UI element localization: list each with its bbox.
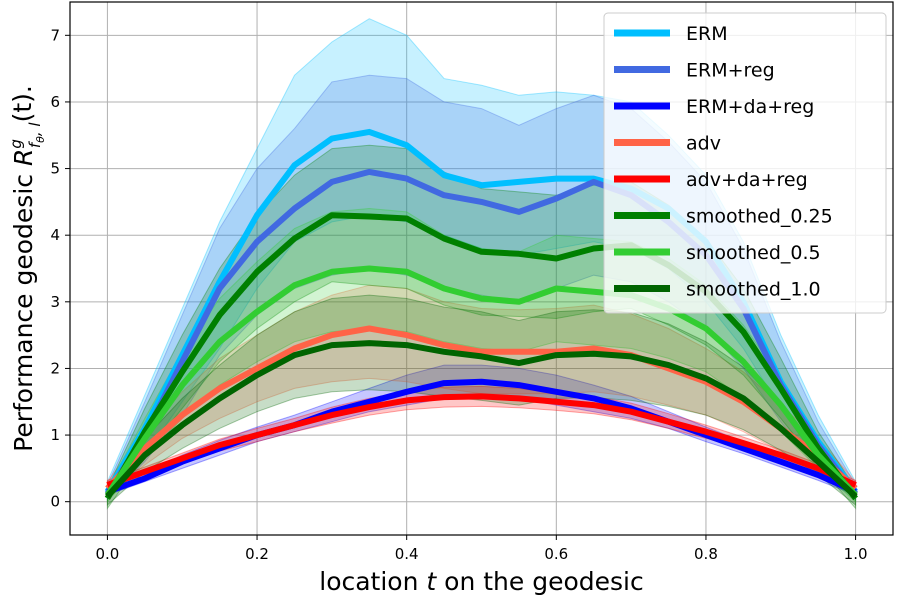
y-tick-label: 1 [50,426,60,444]
plot-frame [69,1,894,536]
legend-box [603,12,887,314]
legend: ERM ERM+reg ERM+da+reg adv adv+da+reg smoothe… [603,12,887,314]
y-tick-label: 4 [50,226,60,244]
y-tick-label: 7 [50,26,60,44]
y-tick-label: 0 [50,493,60,511]
x-axis-label: location t on the geodesic [319,567,644,596]
legend-label-erm-reg: ERM+reg [686,60,775,82]
legend-label-erm: ERM [686,23,728,45]
series-line-smoothed-1-0 [105,340,858,499]
legend-label-smoothed-0-25: smoothed_0.25 [686,206,833,228]
x-tick-label: 0.6 [544,545,568,563]
x-tick-label: 0.2 [245,545,269,563]
x-tick-label: 1.0 [844,545,868,563]
y-tick-label: 2 [50,359,60,377]
y-tick-label: 6 [50,93,60,111]
legend-label-erm-da-reg: ERM+da+reg [686,96,814,118]
y-tick-label: 3 [50,293,60,311]
series-line-adv-da-reg [106,393,857,488]
legend-label-smoothed-1-0: smoothed_1.0 [686,279,821,301]
x-tick-label: 0.8 [694,545,718,563]
x-axis-ticks: 0.0 0.2 0.4 0.6 0.8 1.0 [95,535,868,563]
legend-label-smoothed-0-5: smoothed_0.5 [686,242,821,264]
series-line-smoothed-0-25 [104,212,859,501]
series-line-smoothed-0-5 [104,265,858,498]
legend-label-adv-da-reg: adv+da+reg [686,169,808,191]
x-tick-label: 0.0 [95,545,119,563]
legend-label-adv: adv [686,133,721,155]
y-axis-label: Performance geodesic Rgfθ, l(t). [7,85,47,452]
x-tick-label: 0.4 [395,545,419,563]
y-tick-label: 5 [50,160,60,178]
y-axis-ticks: 0 1 2 3 4 5 6 7 [50,26,70,511]
